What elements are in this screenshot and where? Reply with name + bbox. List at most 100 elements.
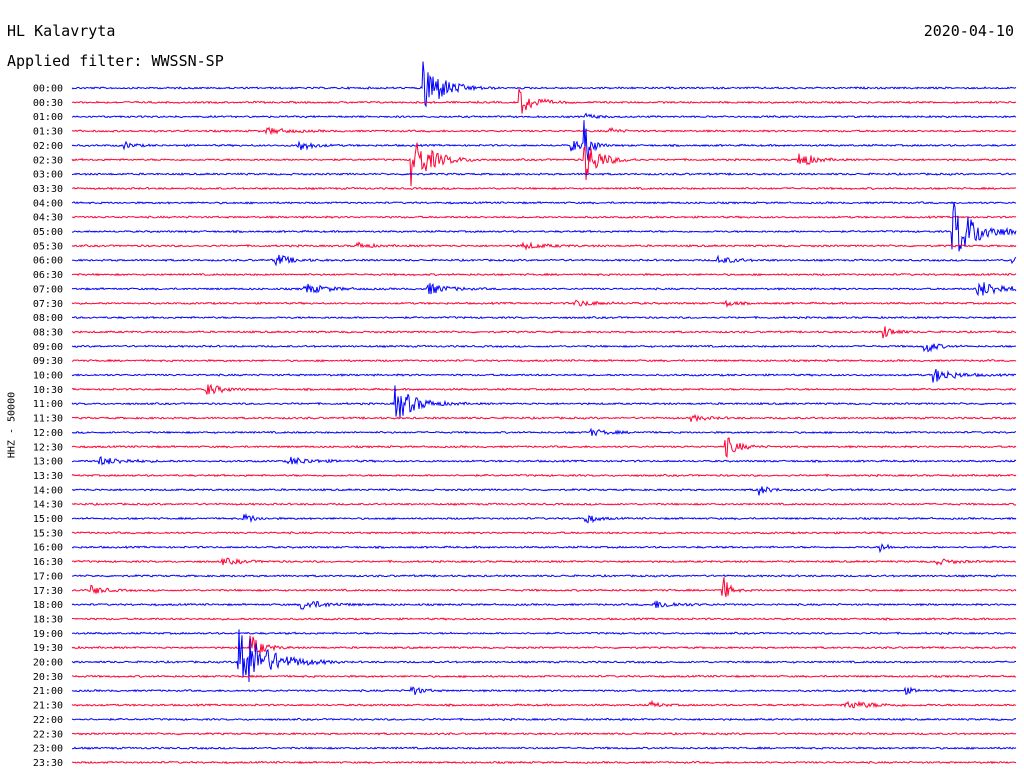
trace-row-1630	[71, 557, 1017, 566]
trace-group	[71, 61, 1017, 765]
row-label-0500: 05:00	[33, 227, 63, 238]
row-label-1200: 12:00	[33, 428, 63, 439]
row-label-1630: 16:30	[33, 557, 63, 568]
trace-row-0400	[71, 201, 1017, 205]
row-label-1000: 10:00	[33, 371, 63, 382]
trace-row-0930	[71, 358, 1017, 363]
trace-row-0230	[71, 142, 1017, 187]
row-label-0400: 04:00	[33, 198, 63, 209]
filter-label: Applied filter: WWSSN-SP	[7, 52, 224, 70]
trace-row-0600	[71, 254, 1017, 267]
row-label-1600: 16:00	[33, 543, 63, 554]
trace-row-2000	[71, 629, 1017, 683]
trace-row-1530	[71, 531, 1017, 535]
row-label-2330: 23:30	[33, 758, 63, 769]
row-label-0930: 09:30	[33, 356, 63, 367]
trace-row-0030	[71, 88, 1017, 114]
row-label-1030: 10:30	[33, 385, 63, 396]
row-label-2000: 20:00	[33, 658, 63, 669]
trace-row-1900	[71, 631, 1017, 636]
row-label-0000: 00:00	[33, 84, 63, 95]
row-label-0730: 07:30	[33, 299, 63, 310]
row-label-1830: 18:30	[33, 614, 63, 625]
trace-row-1600	[71, 543, 1017, 554]
trace-row-0630	[71, 272, 1017, 277]
row-label-1400: 14:00	[33, 485, 63, 496]
trace-row-2200	[71, 717, 1017, 722]
trace-row-1430	[71, 502, 1017, 506]
trace-row-1500	[71, 512, 1017, 524]
row-label-2200: 22:00	[33, 715, 63, 726]
trace-row-2300	[71, 746, 1017, 750]
row-label-1700: 17:00	[33, 571, 63, 582]
row-label-1530: 15:30	[33, 528, 63, 539]
trace-row-0830	[71, 326, 1017, 339]
row-tick-labels: 00:00 00:30 01:00 01:30 02:00 02:30 03:00 03:30…	[33, 84, 63, 769]
record-date: 2020-04-10	[923, 22, 1014, 40]
trace-row-0430	[71, 215, 1017, 220]
trace-row-2330	[71, 760, 1016, 765]
trace-row-1830	[72, 617, 1017, 621]
row-label-0700: 07:00	[33, 284, 63, 295]
row-label-1730: 17:30	[33, 586, 63, 597]
row-label-1800: 18:00	[33, 600, 63, 611]
trace-row-0300	[71, 172, 1017, 176]
row-label-0330: 03:30	[33, 184, 63, 195]
row-label-0530: 05:30	[33, 241, 63, 252]
trace-row-0530	[71, 241, 1017, 251]
row-label-0800: 08:00	[33, 313, 63, 324]
trace-row-1200	[71, 427, 1017, 437]
trace-row-1400	[71, 486, 1017, 496]
station-title: HL Kalavryta	[7, 22, 116, 40]
trace-row-0100	[71, 112, 1017, 120]
trace-row-0200	[71, 120, 1017, 161]
trace-row-1300	[72, 455, 1017, 466]
trace-row-1230	[71, 437, 1017, 458]
trace-row-1000	[71, 368, 1017, 383]
trace-row-1130	[71, 413, 1017, 423]
row-label-0030: 00:30	[33, 98, 63, 109]
row-label-1100: 11:00	[33, 399, 63, 410]
trace-row-0500	[72, 202, 1017, 252]
row-label-0100: 01:00	[33, 112, 63, 123]
row-label-2130: 21:30	[33, 701, 63, 712]
trace-row-0800	[72, 315, 1017, 320]
row-label-2230: 22:30	[33, 729, 63, 740]
row-label-2300: 23:00	[33, 744, 63, 755]
trace-row-0730	[71, 299, 1017, 308]
trace-row-1030	[71, 383, 1017, 395]
row-label-0600: 06:00	[33, 256, 63, 267]
row-label-2030: 20:30	[33, 672, 63, 683]
row-label-2100: 21:00	[33, 686, 63, 697]
row-label-1130: 11:30	[33, 414, 63, 425]
row-label-0300: 03:00	[33, 170, 63, 181]
row-label-0830: 08:30	[33, 327, 63, 338]
row-label-0430: 04:30	[33, 213, 63, 224]
row-label-1930: 19:30	[33, 643, 63, 654]
row-label-0900: 09:00	[33, 342, 63, 353]
row-label-1900: 19:00	[33, 629, 63, 640]
row-label-1330: 13:30	[33, 471, 63, 482]
row-label-1230: 12:30	[33, 442, 63, 453]
trace-row-1930	[71, 635, 1017, 654]
row-label-1300: 13:00	[33, 457, 63, 468]
row-label-0200: 02:00	[33, 141, 63, 152]
trace-row-2030	[71, 674, 1017, 679]
trace-row-0000	[71, 61, 1017, 108]
trace-row-1730	[71, 577, 1017, 598]
trace-row-1330	[71, 473, 1017, 478]
trace-row-0330	[71, 186, 1017, 191]
trace-row-0700	[71, 282, 1017, 297]
row-label-0630: 06:30	[33, 270, 63, 281]
trace-row-1100	[71, 385, 1017, 419]
trace-row-2100	[71, 685, 1017, 695]
trace-row-1800	[71, 600, 1017, 610]
row-label-0230: 02:30	[33, 155, 63, 166]
trace-row-2130	[71, 699, 1017, 709]
trace-row-1700	[71, 573, 1017, 578]
row-label-1430: 14:30	[33, 500, 63, 511]
trace-row-0130	[71, 126, 1017, 136]
row-label-0130: 01:30	[33, 127, 63, 138]
trace-row-0900	[71, 343, 1017, 353]
